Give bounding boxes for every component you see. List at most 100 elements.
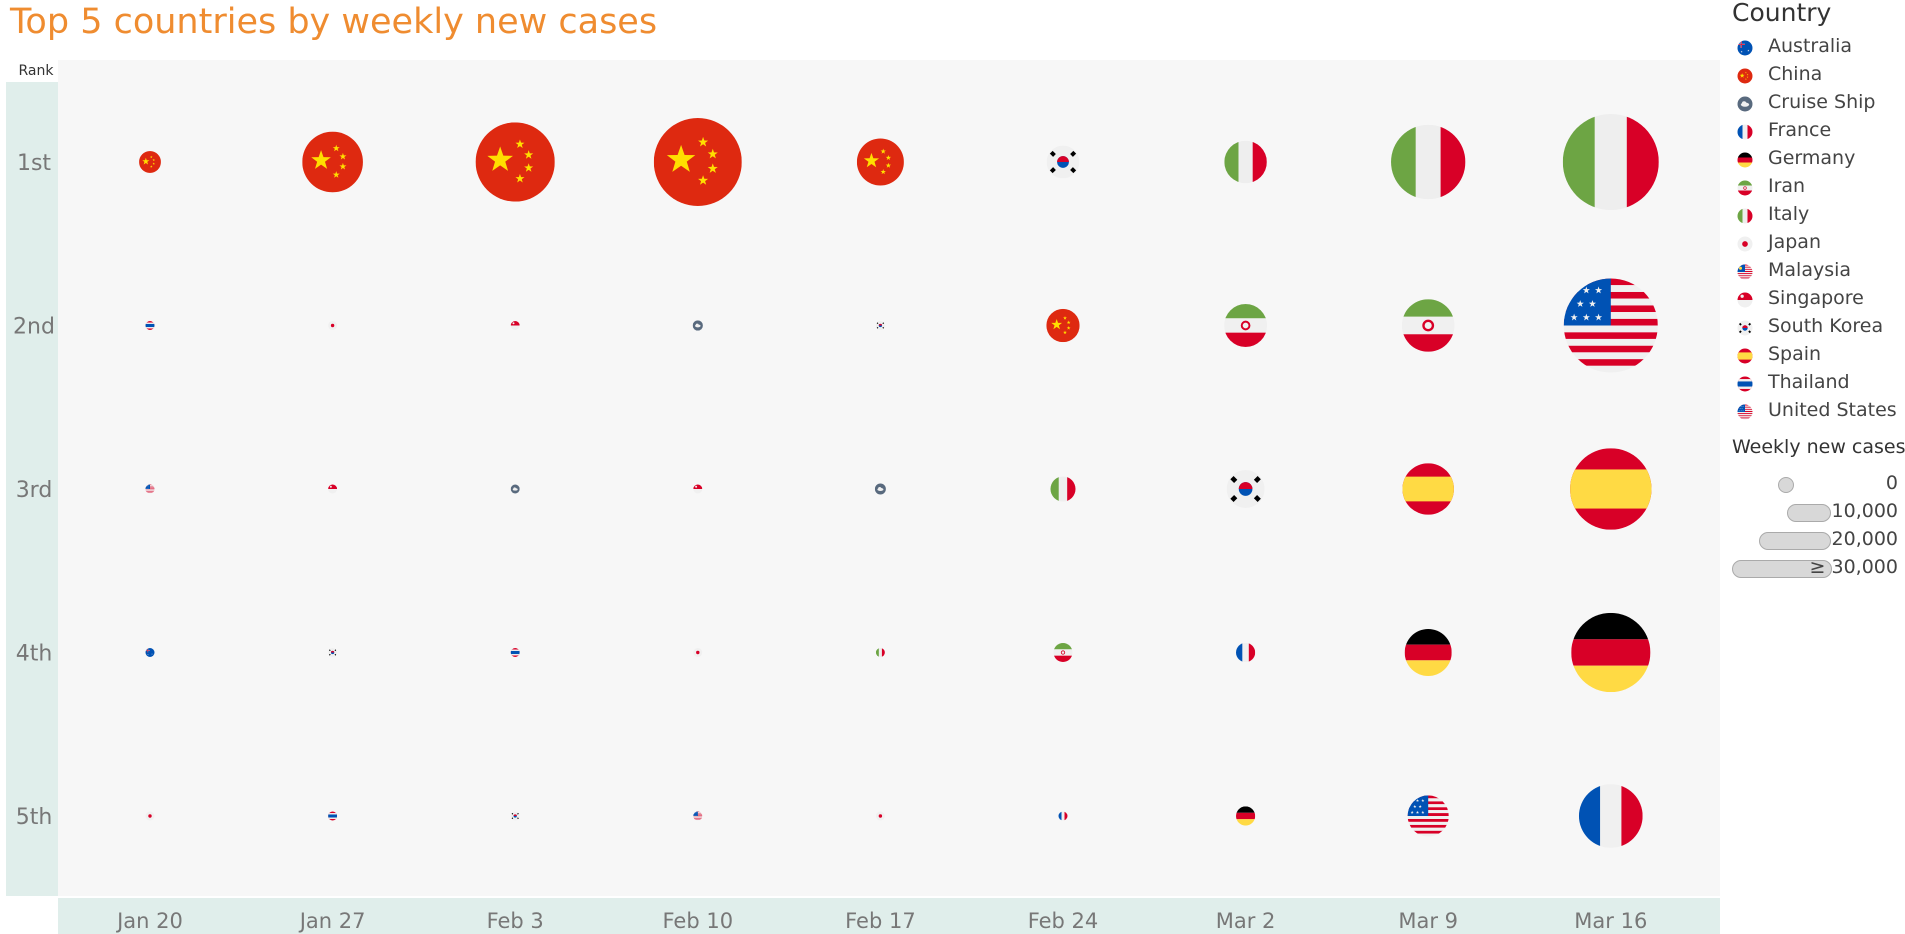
bubble-feb-3-3rd-cruise-ship[interactable] <box>510 484 520 494</box>
size-legend-swatch <box>1731 560 1832 578</box>
legend-item-label: United States <box>1768 399 1897 421</box>
legend-item-label: Italy <box>1768 203 1810 225</box>
week-label-jan-20: Jan 20 <box>115 909 183 933</box>
bubble-mar-16-1st-italy[interactable] <box>1562 114 1659 210</box>
thailand-flag-icon <box>1737 376 1753 392</box>
bubble-feb-17-3rd-cruise-ship[interactable] <box>874 483 886 495</box>
size-legend-label: 0 <box>1885 472 1898 494</box>
bubble-mar-16-3rd-spain[interactable] <box>1570 448 1652 530</box>
bubble-feb-17-2nd-south-korea[interactable] <box>875 320 886 331</box>
week-label-mar-16: Mar 16 <box>1574 909 1647 933</box>
spain-flag-icon <box>1737 348 1753 364</box>
size-legend-label: ≥ 30,000 <box>1809 556 1898 578</box>
bubble-feb-3-1st-china[interactable] <box>475 122 555 202</box>
legend-item-label: France <box>1768 119 1832 141</box>
bubble-jan-20-4th-australia[interactable] <box>145 648 155 657</box>
bubble-mar-9-3rd-spain[interactable] <box>1402 463 1454 515</box>
south-korea-flag-icon <box>1737 320 1753 336</box>
bubble-mar-16-4th-germany[interactable] <box>1571 612 1651 693</box>
bubble-mar-2-1st-italy[interactable] <box>1224 140 1267 184</box>
week-label-jan-27: Jan 27 <box>298 909 366 933</box>
bubble-feb-10-5th-united-states[interactable] <box>693 811 703 821</box>
bubble-feb-3-4th-thailand[interactable] <box>510 648 520 657</box>
size-legend-swatch <box>1778 477 1794 493</box>
bubble-jan-27-3rd-singapore[interactable] <box>328 484 338 494</box>
iran-flag-icon <box>1737 180 1753 196</box>
bubble-jan-20-1st-china[interactable] <box>139 151 161 173</box>
rank-band <box>6 82 58 896</box>
week-label-mar-9: Mar 9 <box>1398 909 1458 933</box>
legend-item-label: Germany <box>1768 147 1856 169</box>
bubble-feb-17-5th-japan[interactable] <box>875 811 885 821</box>
bubble-jan-27-5th-thailand[interactable] <box>328 811 338 821</box>
size-legend-label: 10,000 <box>1831 500 1898 522</box>
australia-flag-icon <box>1737 40 1753 56</box>
france-flag-icon <box>1737 124 1753 140</box>
bubble-feb-24-4th-iran[interactable] <box>1053 642 1073 663</box>
bubble-feb-3-5th-south-korea[interactable] <box>510 811 520 821</box>
united-states-flag-icon <box>1737 404 1753 420</box>
legend-item-label: Australia <box>1768 35 1853 57</box>
size-legend-label: 20,000 <box>1831 528 1898 550</box>
week-axis-band <box>58 898 1720 934</box>
rank-label-3rd: 3rd <box>16 478 53 503</box>
germany-flag-icon <box>1737 152 1753 168</box>
rank-label-4th: 4th <box>16 642 53 667</box>
bubble-feb-17-4th-italy[interactable] <box>875 648 885 657</box>
bubble-feb-24-2nd-china[interactable] <box>1046 308 1080 343</box>
bubble-mar-2-2nd-iran[interactable] <box>1224 304 1268 347</box>
bubble-feb-10-4th-japan[interactable] <box>693 648 703 657</box>
legend-item-label: Japan <box>1768 231 1821 253</box>
size-legend-swatch <box>1786 504 1831 522</box>
legend-item-label: China <box>1768 63 1823 85</box>
size-legend-item-2: 20,000 <box>1730 528 1900 552</box>
bubble-feb-24-1st-south-korea[interactable] <box>1046 145 1080 179</box>
bubble-jan-20-2nd-thailand[interactable] <box>145 321 155 330</box>
bubble-mar-9-2nd-iran[interactable] <box>1401 299 1455 352</box>
singapore-flag-icon <box>1737 292 1753 308</box>
bubble-feb-10-3rd-singapore[interactable] <box>693 484 703 494</box>
cruise-ship-flag-icon <box>1737 96 1753 112</box>
bubble-jan-27-1st-china[interactable] <box>302 131 363 193</box>
bubble-mar-9-1st-italy[interactable] <box>1391 124 1466 200</box>
legend-item-label: Cruise Ship <box>1768 91 1876 113</box>
bubble-feb-24-3rd-italy[interactable] <box>1050 476 1076 502</box>
legend-item-label: Iran <box>1768 175 1806 197</box>
italy-flag-icon <box>1737 208 1753 224</box>
bubble-jan-27-2nd-japan[interactable] <box>328 321 338 330</box>
size-legend-item-1: 10,000 <box>1730 500 1900 524</box>
size-legend-title: Weekly new cases <box>1732 436 1905 458</box>
legend-item-label: Thailand <box>1768 371 1850 393</box>
bubble-feb-10-2nd-cruise-ship[interactable] <box>692 320 703 331</box>
malaysia-flag-icon <box>1737 264 1753 280</box>
week-label-feb-17: Feb 17 <box>845 909 916 933</box>
bubble-mar-2-5th-germany[interactable] <box>1236 806 1256 826</box>
week-label-feb-24: Feb 24 <box>1028 909 1099 933</box>
bubble-feb-3-2nd-singapore[interactable] <box>510 321 520 330</box>
legend-item-label: Malaysia <box>1768 259 1852 281</box>
bubble-feb-24-5th-france[interactable] <box>1058 811 1068 821</box>
bubble-feb-10-1st-china[interactable] <box>653 118 742 206</box>
plot-area <box>58 60 1720 896</box>
bubble-mar-16-5th-france[interactable] <box>1578 784 1643 848</box>
bubble-jan-20-3rd-united-states[interactable] <box>145 484 155 494</box>
japan-flag-icon <box>1737 236 1753 252</box>
bubble-mar-9-5th-united-states[interactable] <box>1407 795 1449 837</box>
bubble-jan-20-5th-japan[interactable] <box>145 811 155 821</box>
legend-item-label: South Korea <box>1768 315 1884 337</box>
legend-item-label: Singapore <box>1768 287 1864 309</box>
rank-header: Rank <box>19 63 55 79</box>
rank-label-5th: 5th <box>16 805 53 830</box>
legend-title: Country <box>1732 0 1832 27</box>
bubble-mar-2-3rd-south-korea[interactable] <box>1226 470 1265 508</box>
bubble-mar-2-4th-france[interactable] <box>1236 642 1256 663</box>
rank-label-1st: 1st <box>17 151 51 176</box>
bubble-feb-17-1st-china[interactable] <box>856 138 904 186</box>
bubble-mar-16-2nd-united-states[interactable] <box>1563 278 1658 373</box>
size-legend-swatch <box>1759 532 1832 550</box>
bubble-mar-9-4th-germany[interactable] <box>1404 628 1452 677</box>
bubble-jan-27-4th-south-korea[interactable] <box>328 648 338 657</box>
size-legend-item-0: 0 <box>1730 472 1900 496</box>
china-flag-icon <box>1737 68 1753 84</box>
week-label-mar-2: Mar 2 <box>1216 909 1276 933</box>
